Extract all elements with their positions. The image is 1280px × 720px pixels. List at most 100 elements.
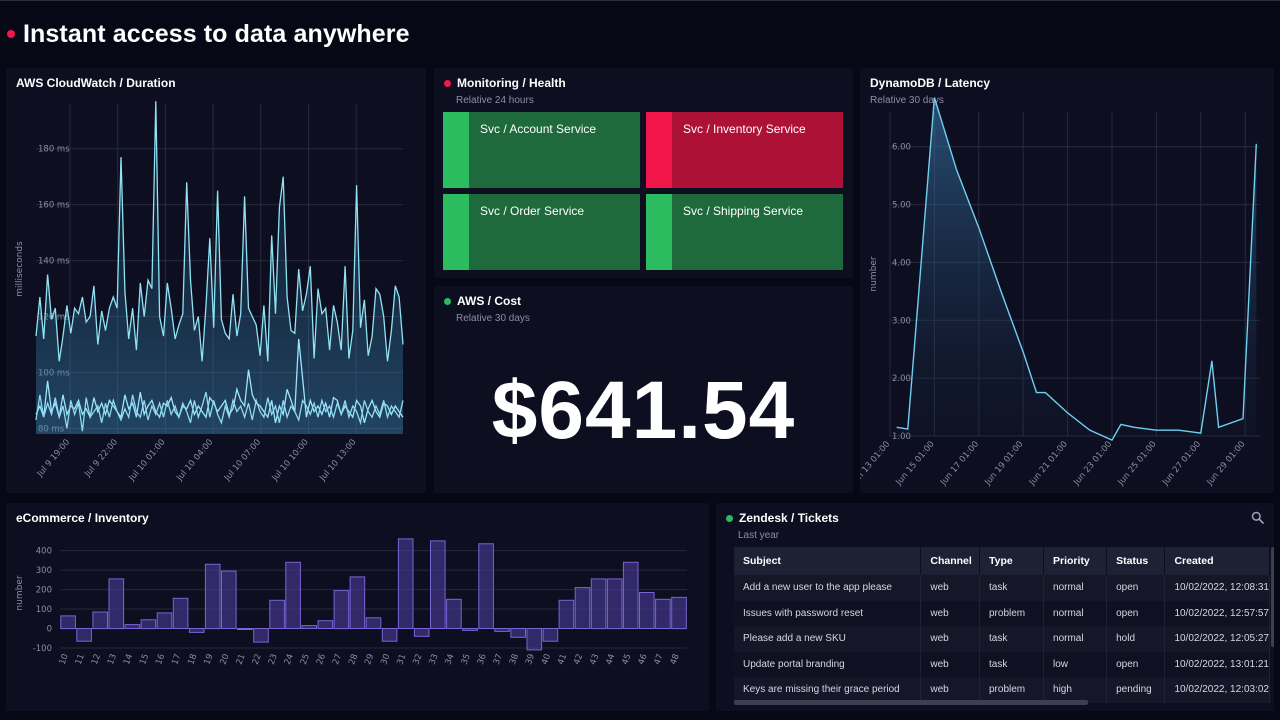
bar-36: [478, 543, 494, 629]
x-tick-label: 45: [620, 653, 633, 667]
bar-40: [542, 628, 559, 642]
cell-subject: Issues with password reset: [734, 600, 922, 626]
panel-subtitle: Relative 30 days: [456, 313, 530, 324]
cell-created: 10/02/2022, 12:05:27: [1164, 626, 1270, 652]
cell-priority: normal: [1043, 626, 1108, 652]
bar-21: [237, 628, 253, 630]
y-tick-label: 180 ms: [38, 145, 70, 155]
x-tick-label: 18: [186, 653, 199, 667]
dashboard-title: Instant access to data anywhere: [23, 19, 410, 48]
cell-created: 10/02/2022, 13:01:21: [1164, 651, 1270, 677]
service-tile-account[interactable]: Svc / Account Service: [443, 112, 640, 188]
x-tick-label: 40: [540, 653, 553, 667]
status-dot: [726, 514, 733, 522]
x-tick-label: 32: [411, 653, 424, 667]
top-divider: [0, 0, 1280, 1]
column-header-channel[interactable]: Channel: [920, 547, 980, 575]
inventory-panel[interactable]: eCommerce / Inventory -100 0 100 200 300 400 n…: [6, 503, 709, 711]
status-dot: [444, 79, 451, 87]
x-tick-label: 28: [347, 653, 360, 667]
bar-13: [108, 578, 125, 630]
dynamodb-panel[interactable]: DynamoDB / Latency Relative 30 days 1.00…: [860, 68, 1274, 493]
cell-subject: Update portal branding: [734, 651, 922, 677]
tile-status-strip: [646, 112, 672, 188]
cell-subject: Please add a new SKU: [734, 626, 922, 652]
y-tick-label: 5.00: [892, 201, 911, 211]
x-tick-label: 15: [138, 653, 151, 667]
series-line: [35, 101, 404, 362]
service-tile-shipping[interactable]: Svc / Shipping Service: [646, 194, 843, 270]
table-row[interactable]: Keys are missing their grace period web …: [734, 677, 1270, 703]
cell-status: hold: [1106, 626, 1166, 652]
y-tick-label: 6.00: [892, 143, 911, 153]
cost-panel[interactable]: AWS / Cost Relative 30 days $641.54: [434, 286, 853, 493]
bar-20: [221, 570, 237, 629]
bar-42: [574, 587, 591, 629]
x-tick-label: Jun 27 01:00: [1160, 440, 1203, 489]
bar-19: [204, 563, 221, 630]
column-header-type[interactable]: Type: [979, 547, 1045, 575]
x-tick-label: Jun 13 01:00: [860, 440, 892, 489]
column-header-created[interactable]: Created: [1164, 547, 1270, 575]
cell-status: pending: [1106, 677, 1166, 703]
service-tile-inventory[interactable]: Svc / Inventory Service: [646, 112, 843, 188]
bar-47: [655, 598, 671, 630]
table-vertical-scrollbar[interactable]: [1271, 547, 1274, 647]
x-tick-label: 24: [283, 653, 296, 667]
cell-priority: low: [1043, 651, 1108, 677]
bar-14: [124, 624, 141, 629]
x-tick-label: 12: [90, 653, 103, 667]
zendesk-panel[interactable]: Zendesk / Tickets Last year Subject Chan…: [716, 503, 1274, 711]
cloudwatch-panel[interactable]: AWS CloudWatch / Duration 80 ms100 ms120…: [6, 68, 426, 493]
bar-46: [639, 592, 655, 629]
panel-title: DynamoDB / Latency: [870, 76, 991, 90]
cell-channel: web: [920, 677, 980, 703]
y-tick-label: 2.00: [892, 374, 911, 384]
x-tick-label: 11: [74, 653, 87, 667]
panel-title: eCommerce / Inventory: [16, 511, 149, 525]
table-row[interactable]: Update portal branding web task low open…: [734, 651, 1270, 677]
x-tick-label: 36: [476, 653, 489, 667]
x-tick-label: 42: [572, 653, 585, 667]
table-row[interactable]: Please add a new SKU web task normal hol…: [734, 626, 1270, 652]
cell-status: open: [1106, 600, 1166, 626]
x-tick-label: 26: [315, 653, 328, 667]
table-horizontal-scrollbar[interactable]: [734, 700, 1088, 705]
table-row[interactable]: Issues with password reset web problem n…: [734, 600, 1270, 626]
tile-status-strip: [646, 194, 672, 270]
cell-type: problem: [979, 677, 1045, 703]
y-tick-label: -100: [33, 644, 52, 654]
y-axis-label: number: [869, 256, 879, 291]
bar-37: [494, 628, 510, 632]
bar-11: [76, 628, 92, 642]
cell-channel: web: [920, 575, 980, 601]
monitoring-panel[interactable]: Monitoring / Health Relative 24 hours Sv…: [434, 68, 853, 278]
cell-channel: web: [920, 626, 980, 652]
bar-34: [446, 598, 462, 630]
bar-17: [172, 597, 189, 630]
y-tick-label: 0: [47, 625, 52, 635]
dashboard-header: Instant access to data anywhere: [0, 14, 410, 54]
x-tick-label: Jun 19 01:00: [982, 440, 1025, 489]
x-tick-label: 16: [154, 653, 167, 667]
x-tick-label: 39: [524, 653, 537, 667]
bar-26: [317, 620, 334, 629]
tile-label: Svc / Inventory Service: [683, 122, 806, 136]
cell-channel: web: [920, 600, 980, 626]
column-header-subject[interactable]: Subject: [734, 547, 922, 575]
panel-title-text: Zendesk / Tickets: [739, 511, 839, 525]
search-icon[interactable]: [1251, 511, 1264, 524]
column-header-priority[interactable]: Priority: [1043, 547, 1108, 575]
x-tick-label: Jun 15 01:00: [894, 440, 937, 489]
x-tick-label: 43: [588, 653, 601, 667]
service-tile-order[interactable]: Svc / Order Service: [443, 194, 640, 270]
x-tick-label: 21: [235, 653, 248, 667]
table-row[interactable]: Add a new user to the app please web tas…: [734, 575, 1270, 601]
column-header-status[interactable]: Status: [1106, 547, 1166, 575]
bar-25: [301, 625, 317, 629]
bar-23: [269, 599, 285, 630]
panel-title: AWS CloudWatch / Duration: [16, 76, 176, 90]
